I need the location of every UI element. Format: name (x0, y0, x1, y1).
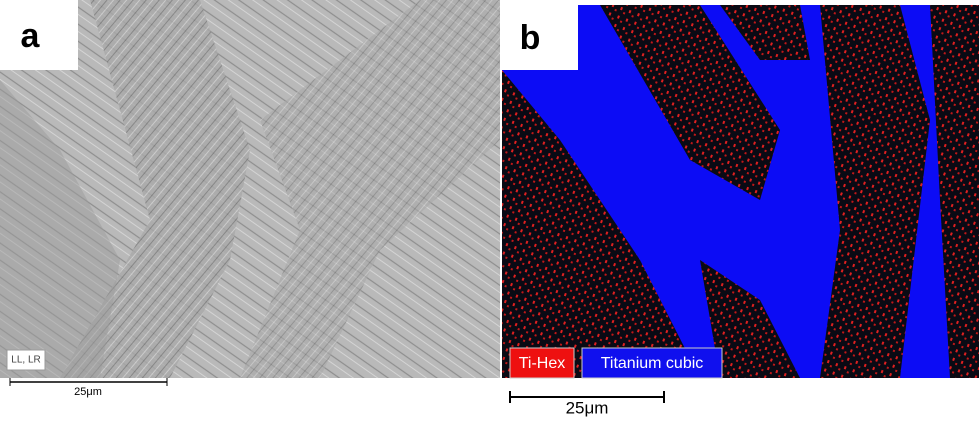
figure-svg: a LL, LR 25μm b Ti-Hex Titanium cubic 25… (0, 0, 979, 421)
legend-label: Titanium cubic (601, 355, 704, 372)
panel-label: a (21, 17, 41, 55)
figure: a LL, LR 25μm b Ti-Hex Titanium cubic 25… (0, 0, 979, 421)
legend-label: Ti-Hex (519, 355, 566, 372)
scale-bar-label: 25μm (74, 386, 102, 398)
panel-a: a LL, LR 25μm (0, 0, 500, 398)
panel-label: b (520, 19, 541, 57)
panel-b: b Ti-Hex Titanium cubic 25μm (502, 5, 979, 417)
annotation: LL, LR (11, 355, 40, 366)
scale-bar-label: 25μm (566, 398, 609, 417)
